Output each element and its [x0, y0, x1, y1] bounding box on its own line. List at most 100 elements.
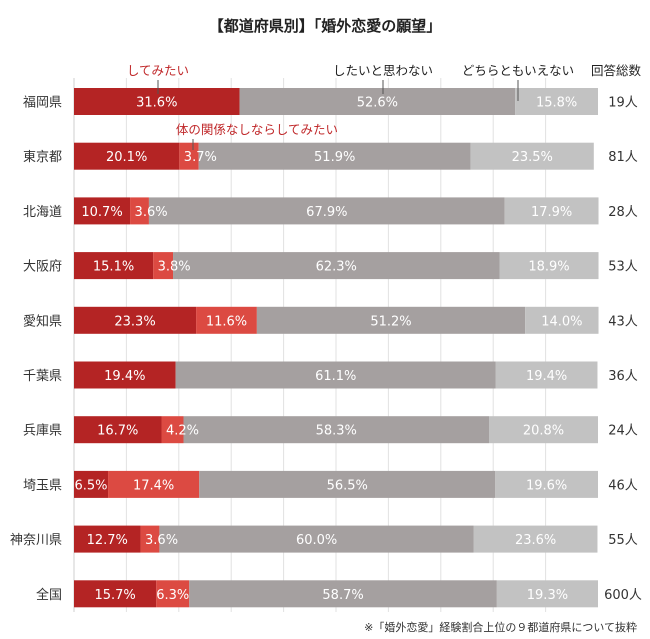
value-label: 15.1%: [93, 260, 134, 275]
total-label: 24人: [608, 424, 638, 439]
value-label: 19.6%: [526, 478, 567, 493]
value-label: 16.7%: [97, 424, 138, 439]
category-label: 千葉県: [23, 369, 62, 384]
legend-dont: したいと思わない: [333, 63, 433, 78]
total-label: 81人: [608, 150, 638, 165]
category-label: 東京都: [23, 149, 62, 165]
bar-segment: [525, 306, 599, 334]
value-label: 15.7%: [94, 588, 135, 603]
total-label: 600人: [604, 588, 642, 603]
bar-segment: [156, 580, 190, 608]
bar-segment: [470, 142, 594, 170]
value-label: 10.7%: [81, 205, 122, 220]
value-label: 23.3%: [114, 314, 155, 329]
category-label: 埼玉県: [23, 478, 62, 493]
bar-segment: [74, 525, 141, 553]
bar-segment: [153, 252, 174, 280]
bar-segment: [199, 470, 496, 498]
value-label: 62.3%: [316, 260, 357, 275]
value-label: 56.5%: [327, 478, 368, 493]
value-label: 51.2%: [370, 314, 411, 329]
total-label: 53人: [608, 260, 638, 275]
total-label: 19人: [608, 96, 638, 111]
footnote: ※「婚外恋愛」経験割合上位の９都道府県について抜粋: [364, 620, 637, 634]
legend-total: 回答総数: [591, 63, 642, 78]
total-label: 46人: [608, 478, 638, 493]
category-label: 福岡県: [23, 96, 62, 111]
value-label: 12.7%: [87, 533, 128, 548]
value-label: 31.6%: [136, 96, 177, 111]
value-label: 3.6%: [145, 533, 178, 548]
bar-segment: [495, 470, 598, 498]
bar-segment: [496, 580, 598, 608]
value-label: 52.6%: [357, 96, 398, 111]
total-label: 36人: [608, 369, 638, 384]
bar-segment: [161, 416, 184, 444]
total-label: 28人: [608, 205, 638, 220]
bar-segment: [130, 197, 149, 225]
bars: [74, 88, 599, 608]
bar-segment: [173, 252, 500, 280]
value-label: 6.3%: [156, 588, 189, 603]
bar-segment: [196, 306, 257, 334]
value-label: 60.0%: [296, 533, 337, 548]
bar-segment: [74, 580, 157, 608]
value-label: 15.8%: [536, 96, 577, 111]
value-label: 51.9%: [314, 150, 355, 165]
legend-platonic: 体の関係なしならしてみたい: [176, 122, 338, 137]
bar-segment: [489, 416, 598, 444]
value-label: 14.0%: [541, 314, 582, 329]
value-label: 20.1%: [106, 150, 147, 165]
value-label: 23.6%: [515, 533, 556, 548]
value-label: 58.3%: [316, 424, 357, 439]
bar-segment: [495, 361, 598, 389]
bar-segment: [148, 197, 505, 225]
bar-segment: [189, 580, 497, 608]
category-label: 兵庫県: [23, 424, 62, 439]
bar-segment: [499, 252, 599, 280]
bar-segment: [504, 197, 599, 225]
value-label: 61.1%: [315, 369, 356, 384]
value-label: 18.9%: [528, 260, 569, 275]
bar-segment: [175, 361, 496, 389]
bar-segment: [74, 470, 109, 498]
value-label: 11.6%: [206, 314, 247, 329]
legend-want: してみたい: [127, 63, 189, 78]
value-label: 19.4%: [104, 369, 145, 384]
value-label: 58.7%: [322, 588, 363, 603]
value-label: 19.3%: [527, 588, 568, 603]
value-label: 23.5%: [512, 150, 553, 165]
category-label: 全国: [36, 587, 62, 603]
value-label: 17.9%: [531, 205, 572, 220]
total-labels: 19人 81人 28人 53人 43人 36人 24人 46人 55人 600人: [604, 96, 642, 603]
value-label: 3.7%: [184, 150, 217, 165]
category-label: 北海道: [23, 205, 62, 220]
bar-segment: [74, 306, 197, 334]
bar-segment: [256, 306, 526, 334]
bar-segment: [74, 252, 154, 280]
total-label: 55人: [608, 533, 638, 548]
total-label: 43人: [608, 314, 638, 329]
value-label: 67.9%: [306, 205, 347, 220]
category-label: 神奈川県: [10, 533, 62, 548]
value-label: 4.2%: [166, 424, 199, 439]
chart-title: 【都道府県別】「婚外恋愛の願望」: [209, 17, 442, 35]
category-label: 愛知県: [23, 313, 62, 329]
bar-segment: [515, 88, 598, 115]
bar-segment: [74, 197, 131, 225]
bar-segment: [198, 142, 471, 170]
value-label: 19.4%: [526, 369, 567, 384]
bar-segment: [74, 416, 162, 444]
bar-segment: [74, 88, 240, 115]
value-label: 3.8%: [158, 260, 191, 275]
value-label: 20.8%: [523, 424, 564, 439]
bar-segment: [74, 361, 176, 389]
category-label: 大阪府: [23, 260, 62, 275]
bar-segment: [140, 525, 160, 553]
bar-segment: [183, 416, 490, 444]
value-labels: 31.6% 52.6% 15.8% 20.1% 3.7% 51.9% 23.5% 10.7% 3…: [75, 96, 583, 603]
bar-segment: [108, 470, 200, 498]
value-label: 17.4%: [133, 478, 174, 493]
